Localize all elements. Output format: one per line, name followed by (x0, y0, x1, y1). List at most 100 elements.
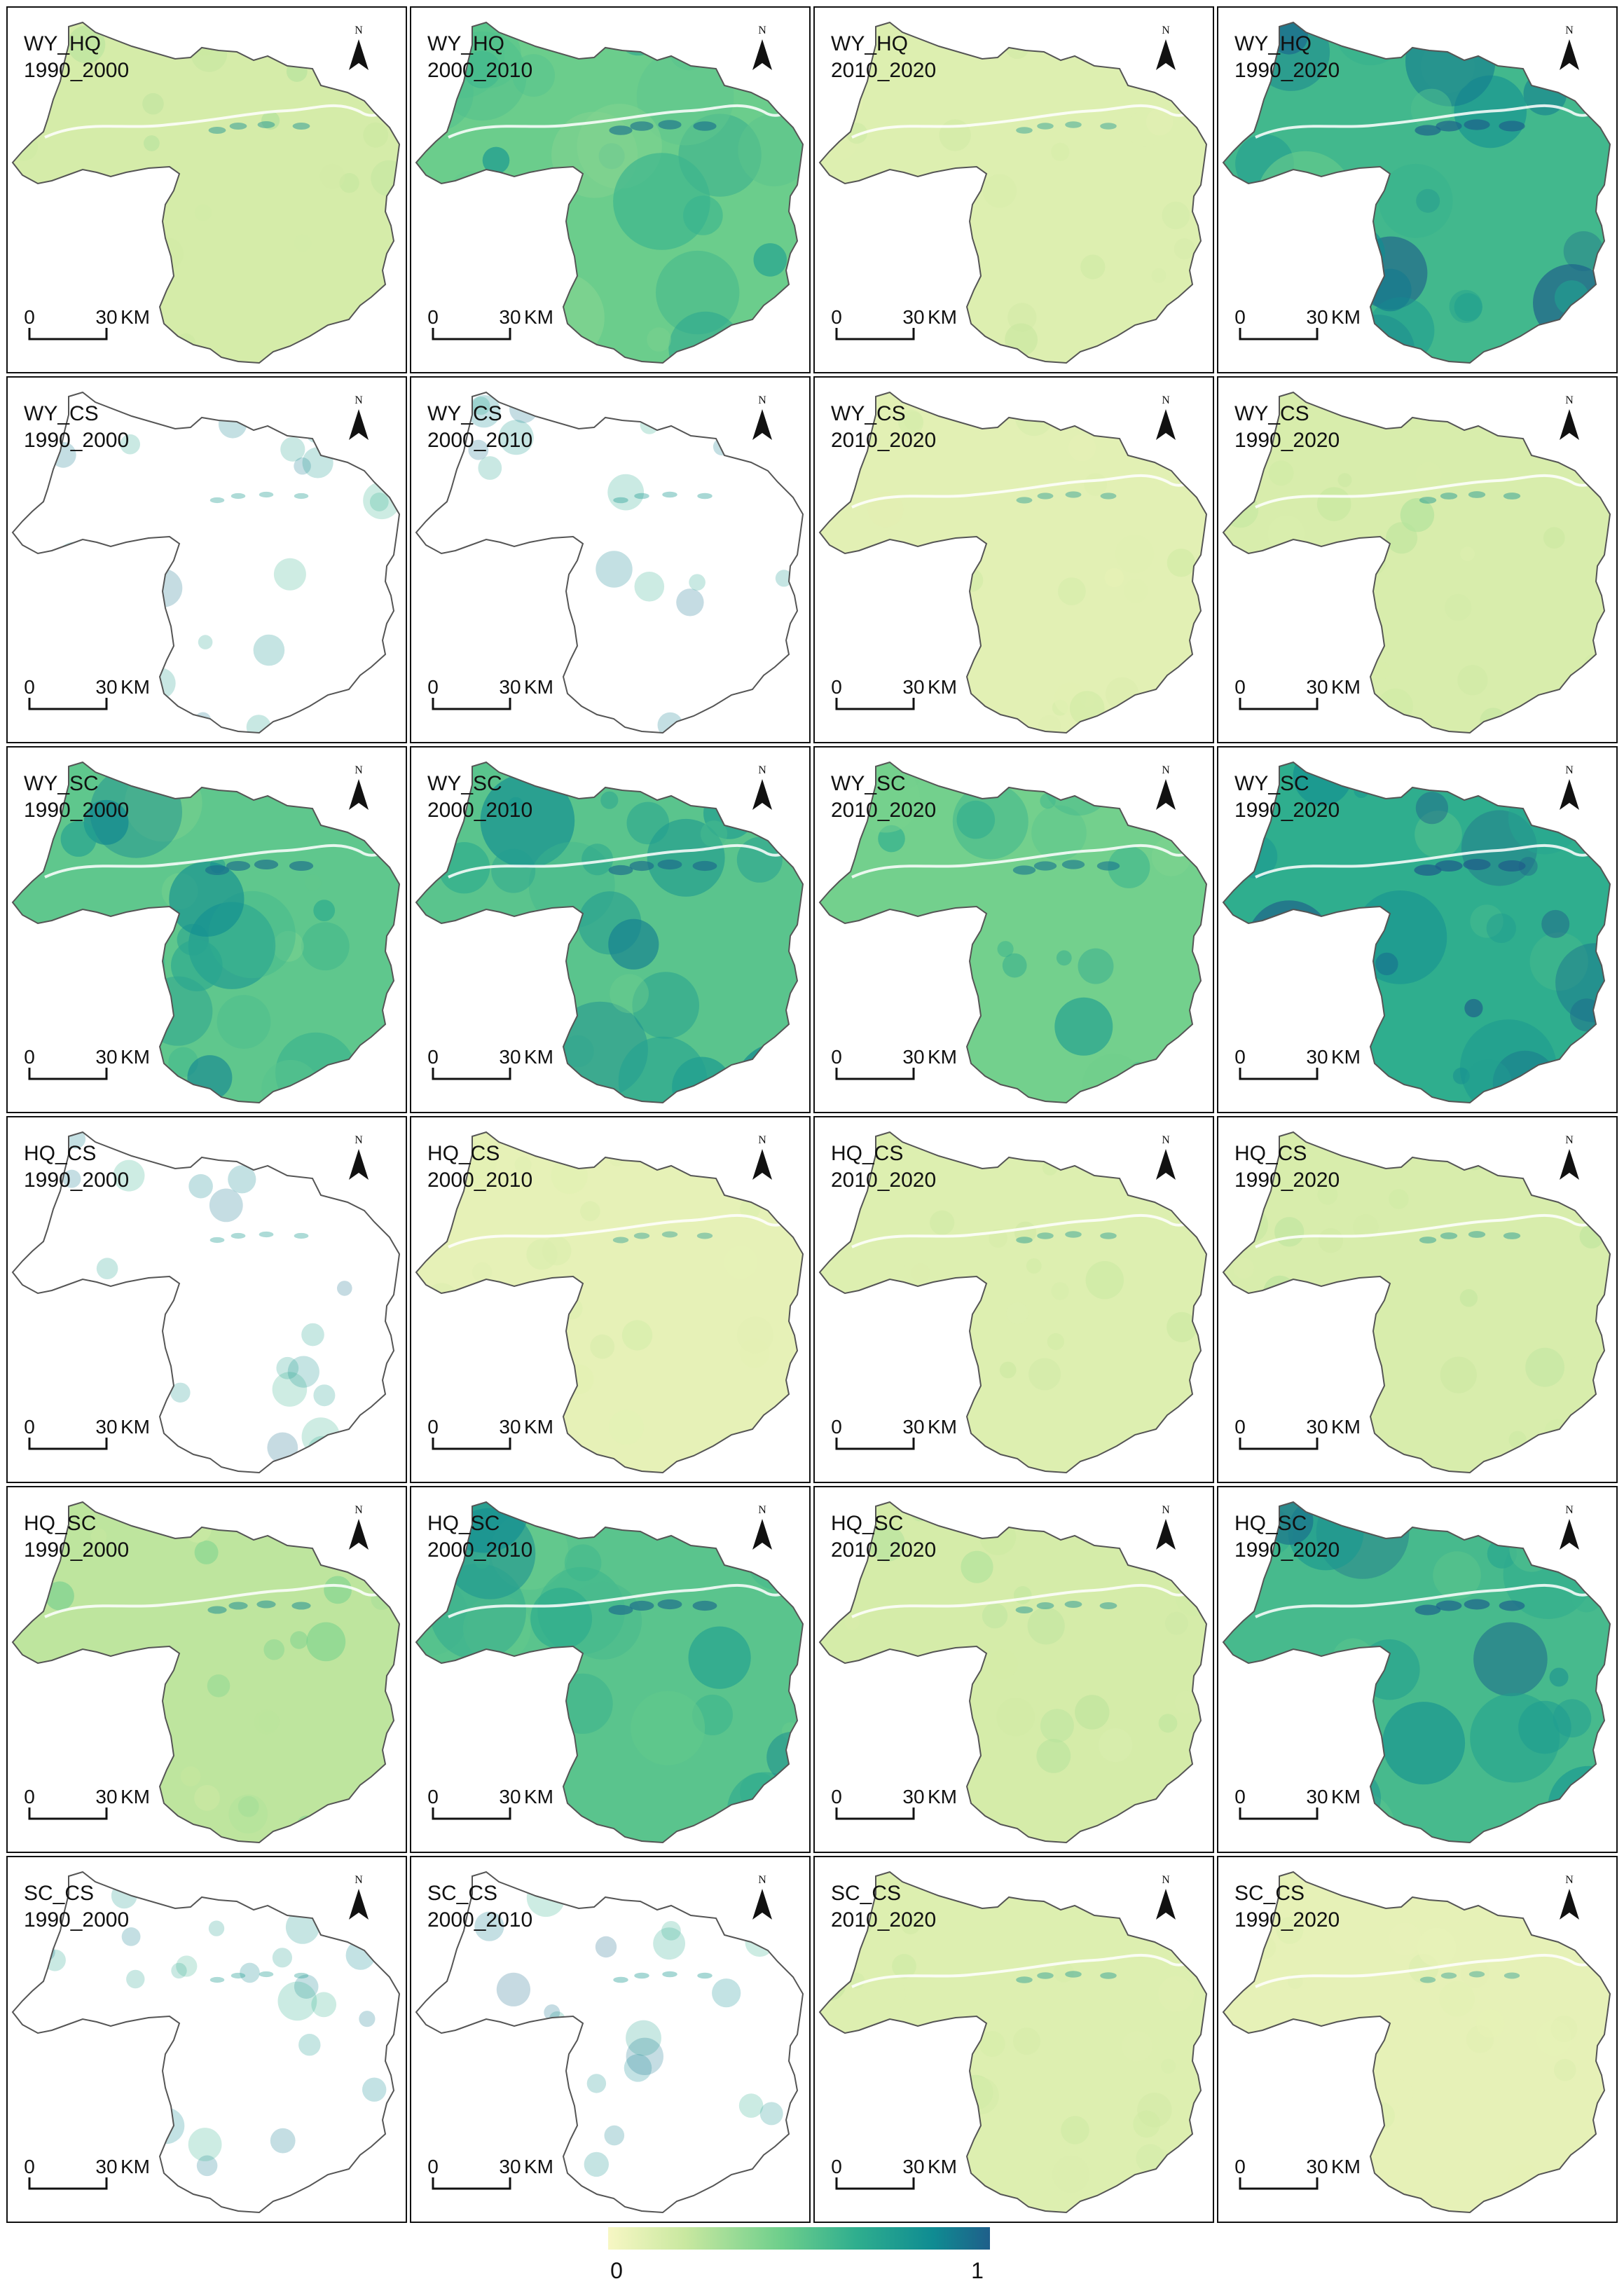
raster-patch (1133, 2110, 1160, 2138)
study-region-fill (416, 392, 803, 733)
raster-patch (463, 1595, 531, 1662)
hotspot (294, 493, 309, 500)
raster-patch (1550, 2016, 1578, 2042)
scale-bar-line (28, 1808, 108, 1820)
scale-bar-distance: 30 (902, 2156, 924, 2177)
raster-patch (737, 1316, 773, 1354)
raster-patch (1416, 188, 1440, 213)
hotspot (1503, 1972, 1520, 1979)
hotspot (1096, 861, 1120, 871)
river-line (851, 844, 1199, 879)
raster-patch (1563, 231, 1604, 271)
map-panel: HQ_SC 2000_2010 N 0 30 KM (410, 1486, 811, 1853)
panel-period-label: 1990_2020 (1234, 1908, 1340, 1932)
scale-bar-line (28, 698, 108, 710)
raster-patch (1108, 846, 1150, 888)
hotspot (1464, 119, 1490, 130)
scale-bar-line (432, 1438, 511, 1450)
raster-patch (467, 395, 501, 428)
north-arrowhead (349, 1889, 369, 1920)
raster-patch (261, 111, 280, 130)
map-panel: WY_SC 2000_2010 N 0 30 KM (410, 746, 811, 1113)
scale-bar-unit: KM (1331, 306, 1361, 328)
river-line (44, 1583, 392, 1618)
raster-patch (228, 1794, 268, 1834)
hotspot (693, 121, 717, 131)
north-label: N (1565, 1874, 1574, 1886)
north-arrowhead (1560, 1149, 1579, 1180)
scale-bar: 0 30 KM (24, 2156, 150, 2190)
raster-patch (739, 1338, 770, 1368)
scale-bar-distance: 30 (499, 676, 521, 698)
scale-bar-line (1239, 1068, 1319, 1080)
raster-patch (1084, 473, 1107, 496)
raster-patch (1417, 1927, 1457, 1967)
north-arrow-icon: N (1560, 25, 1579, 70)
map-panel: WY_HQ 2000_2010 N 0 30 KM (410, 6, 811, 373)
north-arrowhead (752, 1149, 772, 1180)
scale-bar-distance: 30 (902, 1046, 924, 1068)
raster-patch (45, 1581, 74, 1611)
raster-patch (319, 163, 345, 189)
scale-bar: 0 30 KM (1234, 1416, 1361, 1450)
north-label: N (355, 1874, 363, 1886)
raster-patch (526, 1239, 558, 1270)
raster-patch (683, 195, 723, 235)
raster-patch (1445, 593, 1472, 621)
hotspot (1099, 1602, 1117, 1609)
north-arrowhead (1560, 779, 1579, 810)
hotspot (1065, 491, 1082, 498)
raster-patch (647, 818, 725, 897)
north-label: N (1162, 25, 1170, 36)
raster-patch (982, 174, 1017, 208)
raster-patch (1013, 1586, 1032, 1604)
scale-bar-unit: KM (928, 1786, 957, 1808)
scale-bar-distance: 30 (1306, 306, 1328, 328)
map-panel: HQ_CS 1990_2020 N 0 30 KM (1217, 1116, 1618, 1483)
panel-pair-label: WY_SC (427, 772, 502, 795)
scale-bar-zero: 0 (24, 2156, 35, 2177)
hotspot (205, 865, 230, 875)
hotspot (630, 121, 654, 131)
raster-patch (196, 2155, 218, 2177)
north-label: N (758, 1134, 766, 1146)
raster-patch (1026, 1258, 1042, 1274)
panel-pair-label: HQ_SC (1234, 1512, 1307, 1535)
panel-period-label: 1990_2020 (1234, 1169, 1340, 1192)
north-arrowhead (1560, 409, 1579, 440)
raster-patch (188, 2128, 222, 2161)
raster-patch (753, 243, 787, 277)
panel-period-label: 2010_2020 (831, 1169, 936, 1192)
raster-patch (1473, 1622, 1548, 1697)
north-label: N (1565, 764, 1574, 776)
north-arrow-icon: N (349, 1504, 369, 1550)
panel-pair-label: WY_HQ (427, 32, 504, 55)
raster-patch (1233, 1258, 1254, 1279)
raster-patch (1525, 1347, 1564, 1387)
scale-bar: 0 30 KM (24, 1416, 150, 1450)
study-region-fill (820, 1132, 1206, 1473)
scale-bar-line (1239, 2177, 1319, 2190)
raster-patch (1061, 2116, 1089, 2144)
hotspot (257, 121, 275, 128)
raster-patch (901, 1915, 921, 1935)
scale-bar-line (835, 1808, 915, 1820)
study-region-boundary (1222, 761, 1611, 1104)
scale-bar: 0 30 KM (427, 1046, 553, 1080)
north-arrow-icon: N (1156, 1134, 1176, 1180)
hotspot (696, 1232, 713, 1239)
raster-patch (759, 2102, 783, 2126)
scale-bar-unit: KM (121, 1046, 150, 1068)
raster-patch (979, 2031, 1005, 2057)
north-arrow-icon: N (752, 1134, 772, 1180)
river-line (1255, 1583, 1602, 1618)
scale-bar-unit: KM (524, 1416, 553, 1438)
study-region-boundary (818, 761, 1208, 1104)
hotspot (1016, 497, 1033, 504)
hotspot (697, 1972, 713, 1979)
study-region-boundary (1222, 21, 1611, 364)
panel-pair-label: HQ_CS (24, 1142, 96, 1165)
scale-bar-line (835, 2177, 915, 2190)
map-panel: WY_CS 1990_2020 N 0 30 KM (1217, 376, 1618, 743)
study-region-boundary (1222, 1871, 1611, 2214)
